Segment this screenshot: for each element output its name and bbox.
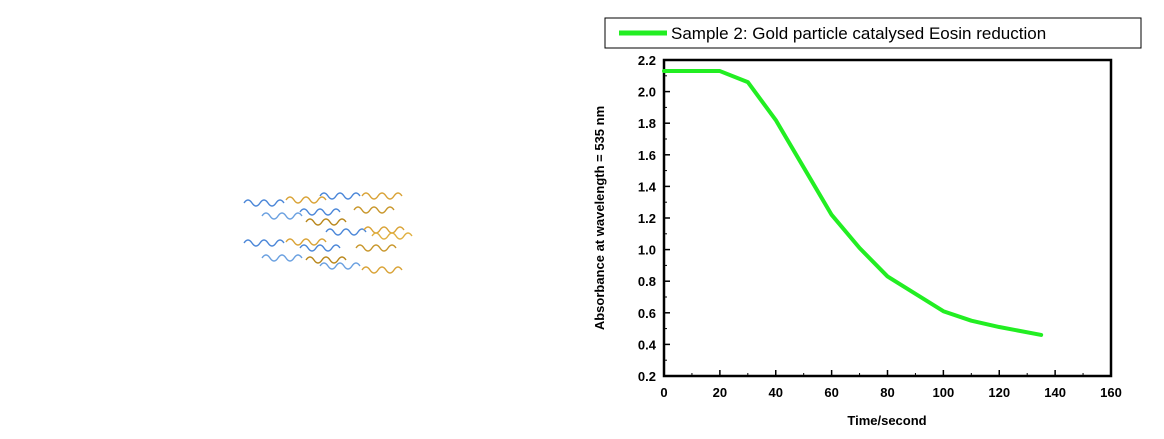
- wave-strand: [243, 199, 285, 207]
- x-tick-label: 160: [1100, 385, 1122, 400]
- wave-strand: [261, 212, 303, 220]
- legend-box: [604, 17, 1142, 49]
- legend-label: Sample 2: Gold particle catalysed Eosin …: [671, 24, 1046, 43]
- plot-area: [662, 58, 1113, 378]
- series-lines: [662, 69, 1044, 337]
- wave-strand: [285, 196, 327, 204]
- y-tick-label: 2.2: [638, 53, 656, 68]
- wave-strand: [305, 218, 347, 226]
- wave-strand: [243, 239, 285, 247]
- x-tick-label: 40: [769, 385, 783, 400]
- y-tick-label: 1.8: [638, 116, 656, 131]
- wave-strand: [371, 232, 413, 240]
- series-line: [662, 69, 1044, 337]
- wave-illustration: [243, 192, 413, 274]
- x-axis-title: Time/second: [847, 413, 926, 428]
- wave-strand: [299, 244, 341, 252]
- y-tick-label: 1.2: [638, 211, 656, 226]
- wave-strand: [363, 226, 405, 234]
- x-tick-label: 60: [824, 385, 838, 400]
- wave-strand: [361, 192, 403, 200]
- wave-strand: [319, 192, 361, 200]
- y-tick-label: 0.4: [638, 337, 657, 352]
- y-axis: 0.2 0.4 0.6 0.8 1.0 1.2 1.4 1.6 1.8 2.0 2.2: [638, 53, 670, 384]
- wave-strand: [361, 266, 403, 274]
- y-tick-label: 2.0: [638, 85, 656, 100]
- x-tick-label: 20: [713, 385, 727, 400]
- x-tick-label: 0: [660, 385, 667, 400]
- wave-strand: [299, 208, 341, 216]
- wave-strand: [261, 254, 303, 262]
- wave-strand: [355, 244, 397, 252]
- wave-strand: [319, 262, 361, 270]
- wave-strand: [325, 228, 367, 236]
- y-tick-label: 0.2: [638, 369, 656, 384]
- y-tick-label: 1.4: [638, 179, 657, 194]
- y-tick-label: 1.0: [638, 243, 656, 258]
- x-tick-label: 80: [880, 385, 894, 400]
- legend: Sample 2: Gold particle catalysed Eosin …: [604, 17, 1142, 49]
- y-axis-title: Absorbance at wavelength = 535 nm: [592, 106, 607, 330]
- y-tick-label: 0.6: [638, 306, 656, 321]
- x-tick-label: 140: [1044, 385, 1066, 400]
- x-axis: 0 20 40 60 80 100 120 140 160: [660, 370, 1122, 400]
- wave-strand: [353, 206, 395, 214]
- x-tick-label: 100: [933, 385, 955, 400]
- y-tick-label: 0.8: [638, 274, 656, 289]
- x-tick-label: 120: [988, 385, 1010, 400]
- wave-strand: [305, 256, 347, 264]
- wave-strand: [285, 238, 327, 246]
- y-tick-label: 1.6: [638, 148, 656, 163]
